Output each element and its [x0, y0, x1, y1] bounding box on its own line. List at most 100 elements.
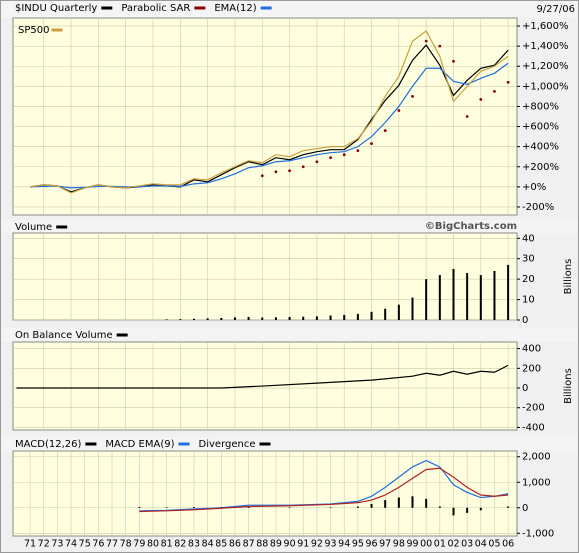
y-tick-label: +200%: [522, 162, 559, 173]
x-tick-label: 97: [379, 539, 391, 550]
sar-dot: [438, 44, 442, 48]
legend-label: MACD EMA(9): [105, 439, 174, 450]
x-tick-label: 89: [270, 539, 282, 550]
y-tick-label: -400: [522, 422, 545, 433]
plot-area: [12, 17, 518, 216]
y-tick-label: -200: [522, 403, 545, 414]
sar-dot: [274, 170, 278, 174]
x-tick-label: 93: [325, 539, 337, 550]
x-tick-label: 01: [434, 539, 446, 550]
date: 9/27/06: [536, 4, 575, 15]
y-tick-label: -1,000: [522, 528, 554, 539]
sar-dot: [411, 94, 414, 98]
x-tick-label: 02: [447, 539, 459, 550]
sar-dot: [383, 129, 387, 132]
y-tick-label: 2,000: [522, 452, 551, 463]
y-tick-label: 0: [522, 315, 528, 326]
y-axis-label: Billions: [563, 259, 574, 295]
sar-dot: [452, 59, 455, 63]
legend-label: On Balance Volume: [15, 330, 113, 341]
x-tick-label: 71: [24, 539, 36, 550]
y-tick-label: +1,200%: [522, 61, 569, 72]
y-tick-label: 0: [522, 383, 528, 394]
sar-dot: [315, 160, 319, 164]
y-tick-label: +1,400%: [522, 41, 569, 52]
series-line: [29, 30, 509, 194]
y-tick-label: 40: [522, 233, 535, 244]
x-tick-label: 79: [133, 539, 145, 550]
x-tick-label: 86: [229, 539, 241, 550]
y-tick-label: +800%: [522, 101, 559, 112]
y-tick-label: 20: [522, 274, 535, 285]
y-tick-label: +400%: [522, 142, 559, 153]
x-tick-label: 74: [65, 539, 77, 550]
x-tick-label: 05: [488, 539, 500, 550]
sar-dot: [479, 98, 483, 101]
y-tick-label: +600%: [522, 122, 559, 133]
y-tick-label: -200%: [522, 202, 554, 213]
x-tick-label: 95: [352, 539, 364, 550]
x-tick-label: 88: [256, 539, 268, 550]
header-band: [1, 437, 578, 451]
plot-area: [12, 450, 518, 537]
sar-dot: [329, 156, 332, 160]
sar-dot: [424, 39, 428, 43]
x-tick-label: 76: [92, 539, 104, 550]
y-tick-label: 400: [522, 344, 541, 355]
sar-dot: [260, 174, 264, 178]
x-tick-label: 77: [106, 539, 118, 550]
x-tick-label: 99: [406, 539, 418, 550]
legend-label: SP500: [18, 25, 49, 36]
sar-dot: [465, 115, 469, 118]
header-band: [1, 328, 578, 342]
legend-label: EMA(12): [214, 3, 256, 14]
x-tick-label: 78: [120, 539, 132, 550]
y-tick-label: 1,000: [522, 477, 551, 488]
x-tick-label: 00: [420, 539, 432, 550]
signal-line: [139, 467, 509, 513]
header-band: [1, 1, 578, 18]
y-tick-label: 200: [522, 363, 541, 374]
x-tick-label: 80: [147, 539, 159, 550]
x-tick-label: 04: [475, 539, 487, 550]
x-tick-label: 03: [461, 539, 473, 550]
x-tick-label: 06: [502, 539, 514, 550]
sar-dot: [288, 169, 291, 173]
sar-dot: [301, 165, 305, 169]
sar-dot: [342, 153, 346, 157]
sar-dot: [397, 109, 401, 112]
y-axis-label: Billions: [563, 368, 574, 404]
x-tick-label: 91: [297, 539, 309, 550]
x-tick-label: 82: [174, 539, 186, 550]
sar-dot: [493, 89, 496, 93]
x-tick-label: 72: [38, 539, 50, 550]
x-tick-label: 85: [215, 539, 227, 550]
header-band: [1, 220, 578, 233]
x-tick-label: 90: [284, 539, 296, 550]
y-tick-label: 0: [522, 503, 528, 514]
x-tick-label: 94: [338, 539, 350, 550]
x-tick-label: 83: [188, 539, 200, 550]
y-tick-label: +1,000%: [522, 81, 569, 92]
watermark: ©BigCharts.com: [425, 221, 517, 232]
x-tick-label: 96: [365, 539, 377, 550]
series-line: [16, 364, 509, 389]
y-tick-label: 10: [522, 295, 535, 306]
x-tick-label: 81: [161, 539, 173, 550]
y-tick-label: +0%: [522, 182, 546, 193]
x-tick-label: 87: [243, 539, 255, 550]
x-tick-label: 75: [79, 539, 91, 550]
x-tick-label: 84: [202, 539, 214, 550]
x-tick-label: 92: [311, 539, 323, 550]
sar-dot: [506, 80, 510, 84]
y-tick-label: +1,600%: [522, 21, 569, 32]
y-tick-label: 30: [522, 254, 535, 265]
sar-dot: [356, 149, 360, 153]
x-tick-label: 73: [51, 539, 63, 550]
legend-label: Parabolic SAR: [121, 3, 190, 14]
plot-area: [12, 232, 518, 321]
x-tick-label: 98: [393, 539, 405, 550]
legend-label: MACD(12,26): [15, 439, 82, 450]
sar-dot: [370, 142, 373, 146]
